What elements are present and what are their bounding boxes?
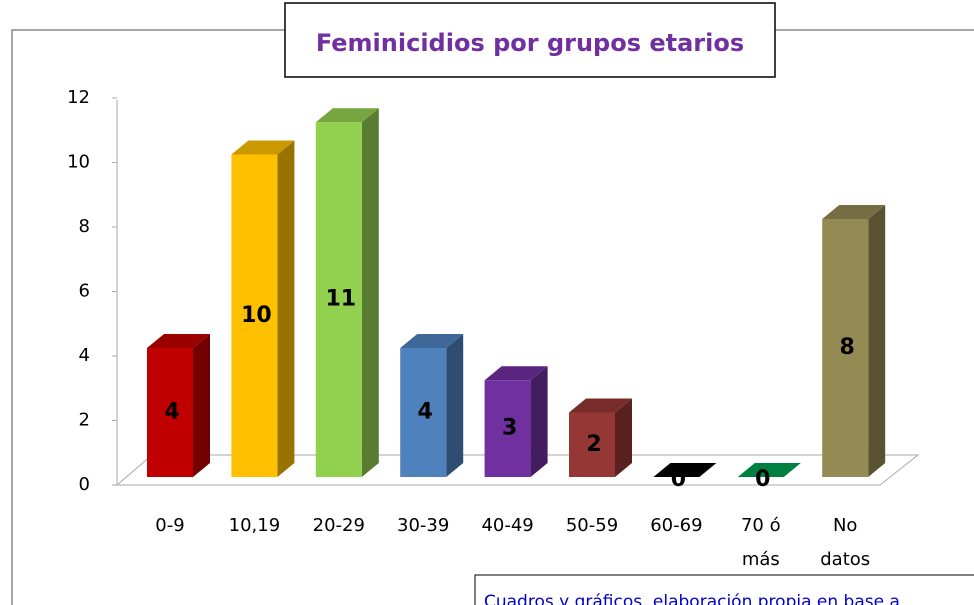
bar-side (615, 398, 632, 477)
data-label: 10 (241, 303, 272, 328)
x-tick-label: 10,19 (229, 515, 281, 536)
bar-side (868, 205, 886, 477)
bar-front (484, 380, 531, 477)
x-tick-line: No (833, 515, 857, 536)
y-tick-label: 10 (67, 152, 90, 173)
bar-top (147, 334, 210, 348)
y-tick-label: 0 (79, 474, 90, 495)
bar-side (361, 108, 379, 477)
x-tick-line: datos (820, 549, 870, 570)
data-label: 0 (755, 467, 770, 492)
y-tick-label: 12 (67, 87, 90, 108)
bar (147, 334, 210, 477)
x-tick-line: 70 ó (741, 515, 781, 536)
bar (231, 140, 295, 477)
x-tick-label: 60-69 (650, 515, 702, 536)
bar-front (569, 412, 615, 477)
x-tick-label: No datos (820, 515, 870, 570)
bar (822, 205, 886, 477)
bar-top (315, 108, 379, 123)
x-tick-label: 30-39 (397, 515, 449, 536)
bar-top (737, 463, 801, 477)
x-tick-line: 20-29 (313, 515, 365, 536)
title-box (284, 2, 776, 78)
x-tick-label: 50-59 (566, 515, 618, 536)
y-tick-label: 6 (79, 281, 90, 302)
bar-top (400, 334, 464, 348)
bar-side (193, 334, 210, 477)
x-tick-label: 40-49 (481, 515, 533, 536)
data-label: 4 (418, 400, 433, 425)
x-tick-line: 30-39 (397, 515, 449, 536)
bar-side (446, 334, 464, 477)
x-tick-label: 0-9 (155, 515, 184, 536)
data-label: 8 (840, 335, 855, 360)
data-label: 2 (586, 432, 601, 457)
bar-top (231, 140, 295, 155)
bar-top (822, 205, 886, 219)
x-tick-line: 10,19 (229, 515, 281, 536)
y-tick-label: 8 (79, 216, 90, 237)
bar-top (569, 398, 632, 413)
data-label: 4 (164, 400, 179, 425)
data-label: 11 (325, 287, 356, 312)
bar-front (315, 122, 362, 477)
bar-side (277, 140, 295, 477)
x-tick-label: 70 ó más (741, 515, 781, 570)
bar-front (822, 219, 869, 477)
bar-front (231, 154, 278, 477)
data-label: 0 (671, 467, 686, 492)
chart-border (11, 29, 974, 605)
bar (400, 334, 464, 477)
bar (315, 108, 379, 477)
data-label: 3 (502, 416, 517, 441)
note-box (474, 574, 974, 605)
x-tick-line: 0-9 (155, 515, 184, 536)
x-tick-line: más (742, 549, 780, 570)
bar (653, 463, 717, 477)
x-tick-label: 20-29 (313, 515, 365, 536)
bar (569, 398, 632, 477)
source-note: Cuadros y gráficos, elaboración propia e… (484, 592, 900, 605)
bar-top (484, 366, 548, 381)
y-tick-label: 4 (79, 345, 90, 366)
y-tick-label: 2 (79, 410, 90, 431)
bar (737, 463, 801, 477)
x-tick-line: 60-69 (650, 515, 702, 536)
bar-front (147, 348, 193, 477)
x-tick-line: 40-49 (481, 515, 533, 536)
bar-front (400, 348, 447, 477)
bar-top (653, 463, 717, 477)
chart-title: Feminicidios por grupos etarios (316, 29, 744, 57)
x-tick-line: 50-59 (566, 515, 618, 536)
bar-side (530, 366, 548, 477)
bar (484, 366, 548, 477)
